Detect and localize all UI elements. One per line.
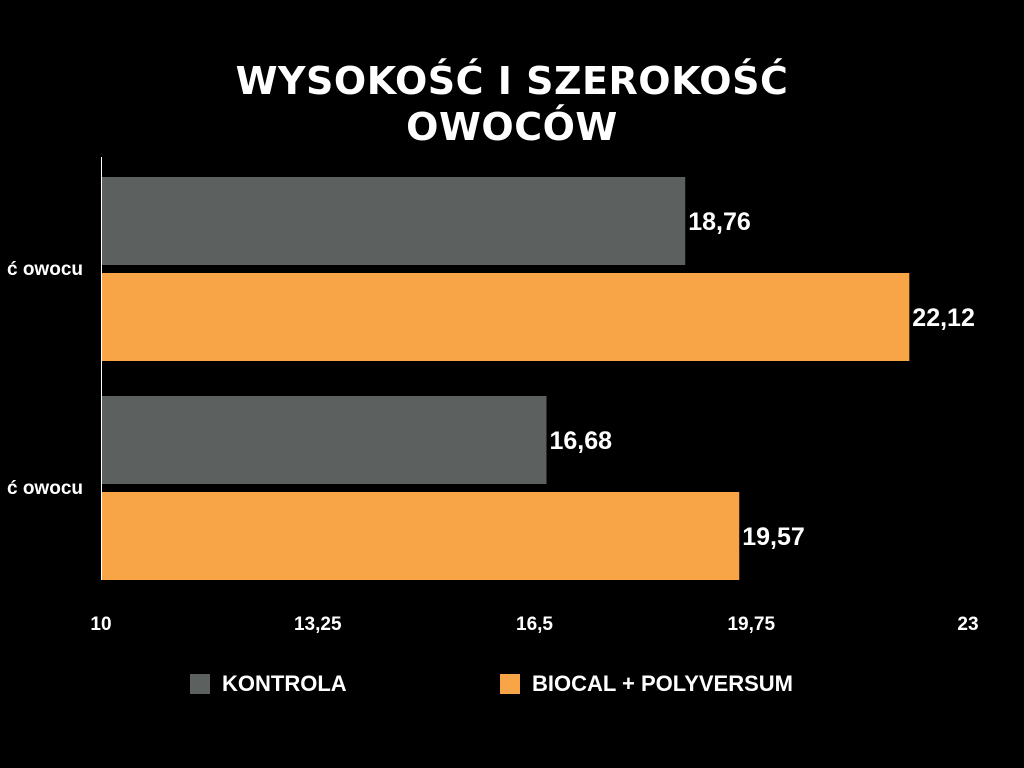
data-label-kontrola-1: 18,76 (688, 208, 751, 236)
x-tick-label-2: 13,25 (294, 614, 342, 635)
legend-label-kontrola: KONTROLA (222, 671, 347, 696)
legend-item-kontrola: KONTROLA (190, 670, 347, 698)
data-label-biocal-1: 22,12 (912, 304, 975, 332)
chart-title-line-2: OWOCÓW (406, 105, 618, 149)
chart-title: WYSOKOŚĆ I SZEROKOŚĆ OWOCÓW (0, 58, 1024, 150)
chart-title-line-1: WYSOKOŚĆ I SZEROKOŚĆ (235, 59, 789, 103)
bar-biocal-2 (101, 492, 740, 580)
bar-kontrola-1 (101, 177, 686, 265)
x-tick-label-4: 19,75 (727, 614, 775, 635)
legend-swatch-biocal (500, 674, 520, 694)
legend-label-biocal: BIOCAL + POLYVERSUM (532, 671, 794, 696)
bar-biocal-1 (101, 273, 910, 361)
x-tick-label-3: 16,5 (516, 614, 553, 635)
data-label-biocal-2: 19,57 (742, 523, 805, 551)
category-label-1: ć owocu (7, 259, 83, 280)
x-tick-label-1: 10 (90, 614, 111, 635)
category-label-2: ć owocu (7, 478, 83, 499)
legend-swatch-kontrola (190, 674, 210, 694)
data-label-kontrola-2: 16,68 (550, 427, 613, 455)
legend-item-biocal: BIOCAL + POLYVERSUM (500, 670, 793, 698)
bar-kontrola-2 (101, 396, 547, 484)
x-tick-label-5: 23 (957, 614, 978, 635)
